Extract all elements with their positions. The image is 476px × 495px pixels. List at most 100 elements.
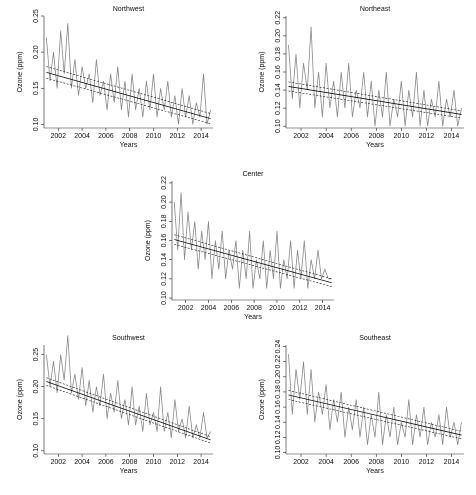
x-tick-label: 2012 xyxy=(170,133,186,140)
y-tick-label: 0.20 xyxy=(275,370,282,384)
x-tick-label: 2002 xyxy=(178,305,194,312)
x-tick-label: 2014 xyxy=(315,305,331,312)
y-tick-label: 0.10 xyxy=(33,444,40,458)
x-tick-label: 2012 xyxy=(419,459,435,466)
x-tick-label: 2010 xyxy=(269,305,285,312)
y-tick-label: 0.22 xyxy=(161,176,168,190)
y-tick-label: 0.10 xyxy=(33,117,40,131)
trend-line xyxy=(288,86,462,115)
ci-upper-line xyxy=(46,377,211,437)
y-tick-label: 0.16 xyxy=(275,65,282,79)
x-tick-label: 2010 xyxy=(394,133,410,140)
ci-upper-line xyxy=(288,390,462,432)
panel-southwest: Southwest 2002 2004 2006 2008 2010 2012 2014 0.1… xyxy=(17,335,213,475)
x-tick-label: 2014 xyxy=(193,459,209,466)
y-tick-label: 0.16 xyxy=(161,234,168,248)
y-tick-label: 0.10 xyxy=(161,291,168,305)
y-tick-label: 0.14 xyxy=(275,415,282,429)
y-tick-label: 0.20 xyxy=(275,29,282,43)
panel-center: Center 2002 2004 2006 2008 2010 2012 2014 0.10 0.… xyxy=(145,171,334,321)
x-tick-label: 2014 xyxy=(444,133,460,140)
x-tick-label: 2004 xyxy=(318,133,334,140)
x-axis-label: Years xyxy=(120,142,138,149)
x-tick-label: 2008 xyxy=(368,133,384,140)
trend-line xyxy=(46,381,211,441)
panel-southeast: Southeast 2002 2004 2006 2008 2010 2012 2014 0.1… xyxy=(259,335,464,475)
y-tick-label: 0.22 xyxy=(275,11,282,25)
y-tick-label: 0.10 xyxy=(275,446,282,460)
y-tick-label: 0.14 xyxy=(275,83,282,97)
y-axis-label: Ozone (ppm) xyxy=(145,220,152,261)
ozone-series-line xyxy=(288,354,462,445)
trend-line xyxy=(46,71,211,119)
x-tick-label: 2008 xyxy=(122,459,138,466)
x-tick-label: 2006 xyxy=(343,133,359,140)
x-axis-label: Years xyxy=(244,314,262,321)
y-tick-label: 0.24 xyxy=(275,340,282,354)
ozone-series-line xyxy=(46,335,211,440)
x-axis-label: Years xyxy=(366,142,384,149)
y-tick-label: 0.20 xyxy=(33,45,40,59)
ozone-series-line xyxy=(173,192,332,289)
y-axis-label: Ozone (ppm) xyxy=(259,52,266,93)
y-tick-label: 0.25 xyxy=(33,348,40,362)
y-tick-label: 0.12 xyxy=(161,272,168,286)
y-axis-label: Ozone (ppm) xyxy=(17,52,24,93)
x-tick-label: 2012 xyxy=(170,459,186,466)
x-tick-label: 2014 xyxy=(444,459,460,466)
y-tick-label: 0.18 xyxy=(161,214,168,228)
trend-line xyxy=(174,239,332,284)
ci-upper-line xyxy=(288,81,462,112)
y-tick-label: 0.16 xyxy=(275,400,282,414)
panel-northeast: Northeast 2002 2004 2006 2008 2010 2012 2014 0.1… xyxy=(259,6,464,149)
ci-lower-line xyxy=(288,399,462,440)
y-tick-label: 0.12 xyxy=(275,101,282,115)
x-tick-label: 2004 xyxy=(74,133,90,140)
x-tick-label: 2004 xyxy=(74,459,90,466)
x-tick-label: 2014 xyxy=(193,133,209,140)
ozone-series-line xyxy=(288,26,462,127)
x-tick-label: 2010 xyxy=(394,459,410,466)
y-tick-label: 0.22 xyxy=(275,355,282,369)
panel-title: Southeast xyxy=(359,335,391,342)
x-tick-label: 2006 xyxy=(98,133,114,140)
x-tick-label: 2002 xyxy=(293,133,309,140)
x-tick-label: 2002 xyxy=(50,459,66,466)
x-axis-label: Years xyxy=(120,468,138,475)
y-tick-label: 0.14 xyxy=(161,253,168,267)
x-axis-label: Years xyxy=(366,468,384,475)
ci-upper-line xyxy=(46,66,211,114)
y-axis-label: Ozone (ppm) xyxy=(17,379,24,420)
ci-lower-line xyxy=(46,385,211,444)
ci-upper-line xyxy=(174,234,332,280)
y-tick-label: 0.25 xyxy=(33,9,40,23)
panel-title: Northeast xyxy=(360,6,390,13)
panel-title: Northwest xyxy=(113,6,145,13)
ozone-series-line xyxy=(46,23,211,125)
x-tick-label: 2010 xyxy=(146,459,162,466)
y-tick-label: 0.18 xyxy=(275,385,282,399)
y-tick-label: 0.15 xyxy=(33,412,40,426)
x-tick-label: 2008 xyxy=(246,305,262,312)
y-tick-label: 0.15 xyxy=(33,81,40,95)
x-tick-label: 2006 xyxy=(98,459,114,466)
x-tick-label: 2004 xyxy=(318,459,334,466)
x-tick-label: 2008 xyxy=(122,133,138,140)
y-tick-label: 0.20 xyxy=(33,380,40,394)
ci-lower-line xyxy=(174,244,332,287)
x-tick-label: 2006 xyxy=(343,459,359,466)
y-tick-label: 0.18 xyxy=(275,47,282,61)
ci-lower-line xyxy=(288,90,462,119)
x-tick-label: 2012 xyxy=(292,305,308,312)
ci-lower-line xyxy=(46,77,211,124)
panel-northwest: Northwest 2002 2004 2006 2008 2010 2012 2014 0.1… xyxy=(17,6,213,149)
x-tick-label: 2010 xyxy=(146,133,162,140)
y-tick-label: 0.10 xyxy=(275,119,282,133)
panel-title: Center xyxy=(242,171,264,178)
y-tick-label: 0.20 xyxy=(161,195,168,209)
x-tick-label: 2002 xyxy=(293,459,309,466)
x-tick-label: 2006 xyxy=(224,305,240,312)
x-tick-label: 2004 xyxy=(201,305,217,312)
x-tick-label: 2012 xyxy=(419,133,435,140)
